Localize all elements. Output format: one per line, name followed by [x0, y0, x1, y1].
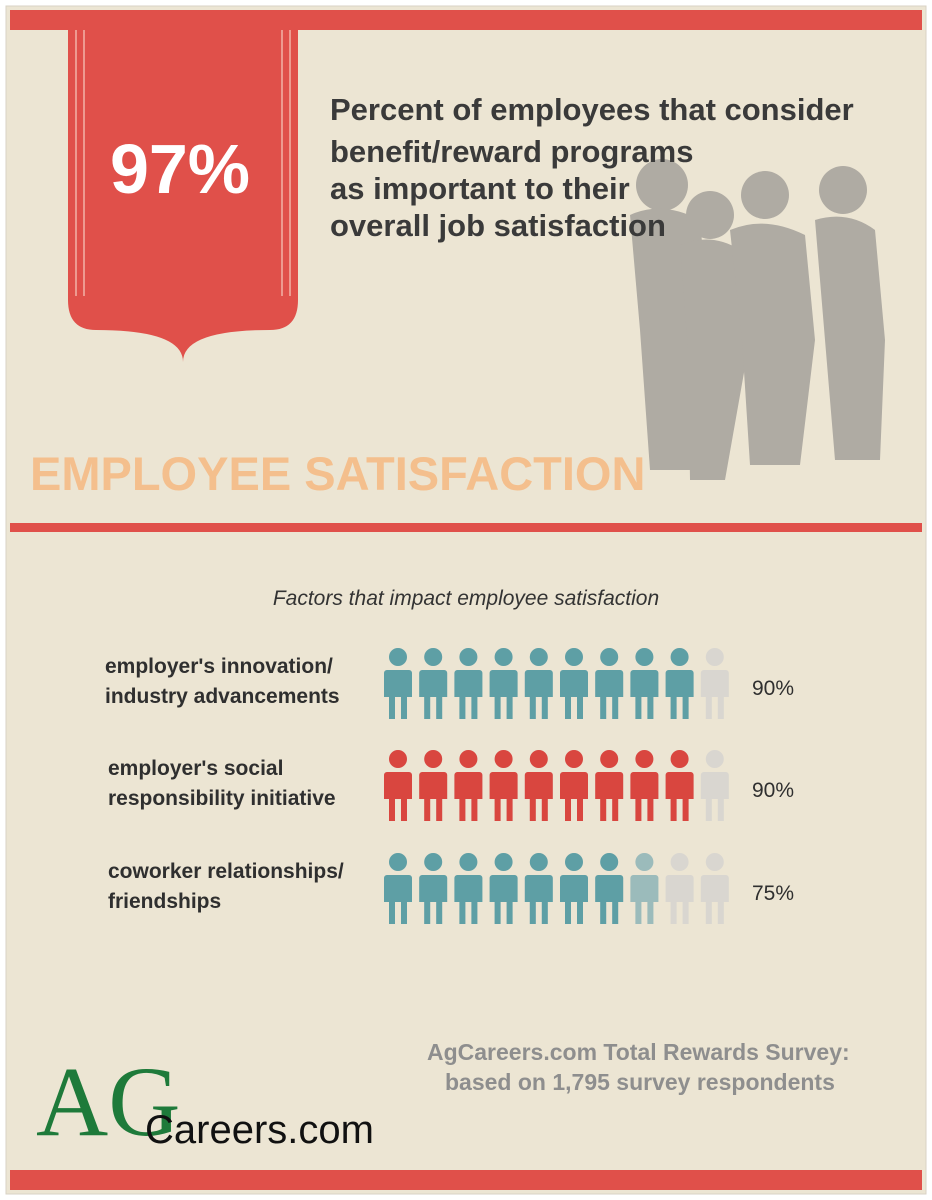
person-icon [489, 750, 518, 821]
person-icon [454, 853, 483, 924]
ribbon-stripes [75, 30, 291, 296]
person-icon [665, 648, 694, 719]
factor-label: responsibility initiative [108, 787, 336, 810]
logo-mark: AG [36, 1046, 180, 1157]
headline-line: Percent of employees that consider [330, 92, 854, 127]
person-icon [419, 750, 448, 821]
person-icon [419, 648, 448, 719]
person-icon [384, 853, 412, 924]
bottom-bar [10, 1170, 922, 1190]
stat: 97% [110, 130, 250, 208]
section-title: EMPLOYEE SATISFACTION [30, 447, 645, 500]
person-icon [384, 648, 412, 719]
source-line: AgCareers.com Total Rewards Survey: [427, 1039, 850, 1065]
person-icon [560, 853, 588, 924]
person-icon [630, 648, 659, 719]
person-icon [595, 750, 624, 821]
factor-label: employer's social [108, 757, 283, 780]
person-icon [454, 648, 483, 719]
factors-title: Factors that impact employee satisfactio… [273, 587, 659, 610]
value-label: 90% [752, 779, 794, 802]
ribbon [68, 30, 298, 362]
source-line: based on 1,795 survey respondents [445, 1069, 835, 1095]
person-icon [595, 648, 624, 719]
headline-line: benefit/reward programs [330, 134, 693, 169]
person-icon [630, 750, 659, 821]
silhouettes [630, 159, 885, 480]
person-icon [524, 648, 553, 719]
divider [10, 523, 922, 532]
person-icon [419, 853, 448, 924]
icon-base [665, 853, 694, 924]
headline-line: overall job satisfaction [330, 208, 666, 243]
icon-base [700, 853, 729, 924]
icon-base [700, 648, 729, 719]
person-icon [384, 750, 412, 821]
factor-label: friendships [108, 890, 221, 913]
person-icon [524, 750, 553, 821]
person-icon [489, 648, 518, 719]
factor-label: coworker relationships/ [108, 860, 344, 883]
person-icon [489, 853, 518, 924]
value-label: 90% [752, 677, 794, 700]
top-bar [10, 10, 922, 30]
factor-label: industry advancements [105, 685, 340, 708]
person-icon [630, 853, 659, 924]
person-icon [665, 750, 694, 821]
person-icon [524, 853, 553, 924]
headline-line: as important to their [330, 171, 630, 206]
person-icon [560, 648, 588, 719]
icon-base [700, 750, 729, 821]
value-label: 75% [752, 882, 794, 905]
logo-text: Careers.com [145, 1108, 374, 1152]
person-icon [560, 750, 588, 821]
factor-label: employer's innovation/ [105, 655, 333, 678]
person-icon [454, 750, 483, 821]
person-icon [595, 853, 624, 924]
